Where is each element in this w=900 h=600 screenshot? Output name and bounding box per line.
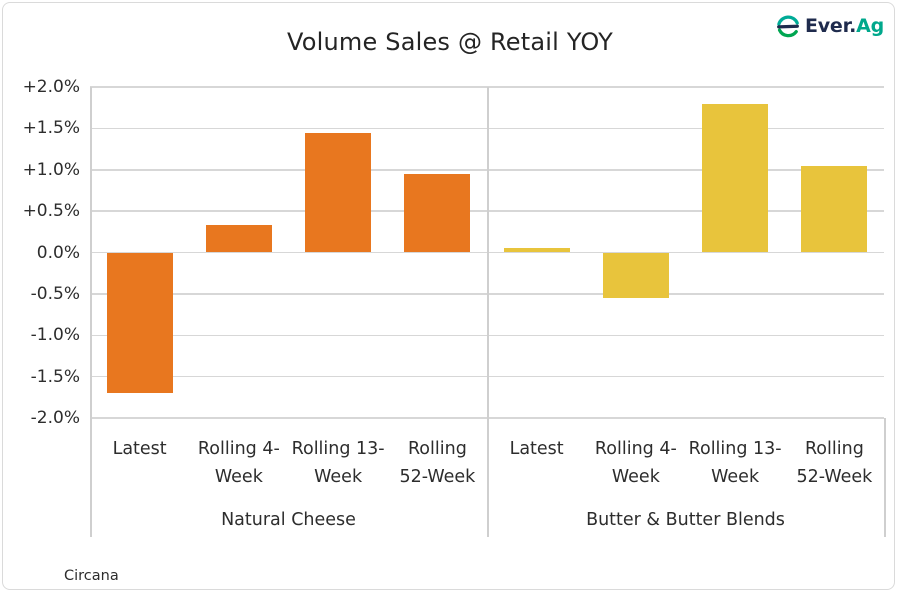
group-label: Butter & Butter Blends bbox=[586, 510, 785, 530]
category-label: Rolling 4- Week bbox=[586, 435, 685, 491]
category-label-line: Rolling 13- bbox=[688, 439, 782, 459]
logo-text-primary: Ever. bbox=[804, 15, 857, 37]
bar-natural-cheese-latest bbox=[106, 252, 173, 394]
y-axis-tick-label: 0.0% bbox=[36, 242, 80, 263]
category-label: Rolling 13- Week bbox=[686, 435, 785, 491]
y-axis-tick-label: +1.0% bbox=[22, 159, 80, 180]
y-axis-tick-label: +1.5% bbox=[22, 118, 80, 139]
bar-butter-butter-blends-rolling-52-week bbox=[801, 165, 868, 253]
y-axis-tick-label: -2.0% bbox=[30, 408, 80, 428]
category-label-line: Rolling bbox=[407, 439, 467, 459]
category-label: Rolling 52-Week bbox=[388, 435, 487, 491]
category-label-line: Week bbox=[711, 467, 760, 487]
bar-butter-butter-blends-rolling-13-week bbox=[702, 103, 769, 253]
source-label: Circana bbox=[64, 568, 119, 584]
chart-title: Volume Sales @ Retail YOY bbox=[286, 28, 614, 56]
y-axis-line bbox=[90, 87, 92, 537]
category-label-line: Rolling 4- bbox=[197, 439, 280, 459]
logo-text: Ever.Ag bbox=[805, 15, 884, 37]
category-label: Latest bbox=[487, 435, 586, 463]
bar-natural-cheese-rolling-52-week bbox=[404, 173, 471, 253]
y-axis-tick-label: +0.5% bbox=[22, 201, 80, 222]
logo-text-secondary: Ag bbox=[856, 15, 884, 37]
y-axis-tick-label: +2.0% bbox=[22, 77, 80, 97]
category-label-line: Rolling bbox=[804, 439, 864, 459]
category-label-line: Week bbox=[214, 467, 263, 487]
bar-natural-cheese-rolling-13-week bbox=[305, 132, 372, 253]
category-label-line: Rolling 4- bbox=[594, 439, 677, 459]
category-label-line: Latest bbox=[112, 439, 167, 459]
category-label-line: 52-Week bbox=[399, 467, 476, 487]
category-label: Rolling 4- Week bbox=[189, 435, 288, 491]
y-axis-tick-label: -1.5% bbox=[30, 366, 80, 387]
group-divider bbox=[487, 87, 489, 537]
group-label: Natural Cheese bbox=[221, 510, 356, 530]
category-label-line: Week bbox=[314, 467, 363, 487]
ever-ag-e-icon bbox=[775, 13, 801, 39]
category-label-line: Latest bbox=[509, 439, 564, 459]
category-label-line: Rolling 13- bbox=[291, 439, 385, 459]
bar-butter-butter-blends-latest bbox=[503, 248, 570, 253]
category-label: Rolling 52-Week bbox=[785, 435, 884, 491]
y-axis-tick-label: -0.5% bbox=[30, 283, 80, 304]
category-label: Rolling 13- Week bbox=[289, 435, 388, 491]
category-label-line: Week bbox=[611, 467, 660, 487]
ever-ag-logo: Ever.Ag bbox=[775, 13, 884, 39]
category-label: Latest bbox=[90, 435, 189, 463]
bar-butter-butter-blends-rolling-4-week bbox=[602, 252, 669, 298]
y-axis-tick-label: -1.0% bbox=[30, 325, 80, 346]
category-label-line: 52-Week bbox=[796, 467, 873, 487]
axis-right-border bbox=[884, 418, 886, 537]
bar-natural-cheese-rolling-4-week bbox=[205, 225, 272, 253]
